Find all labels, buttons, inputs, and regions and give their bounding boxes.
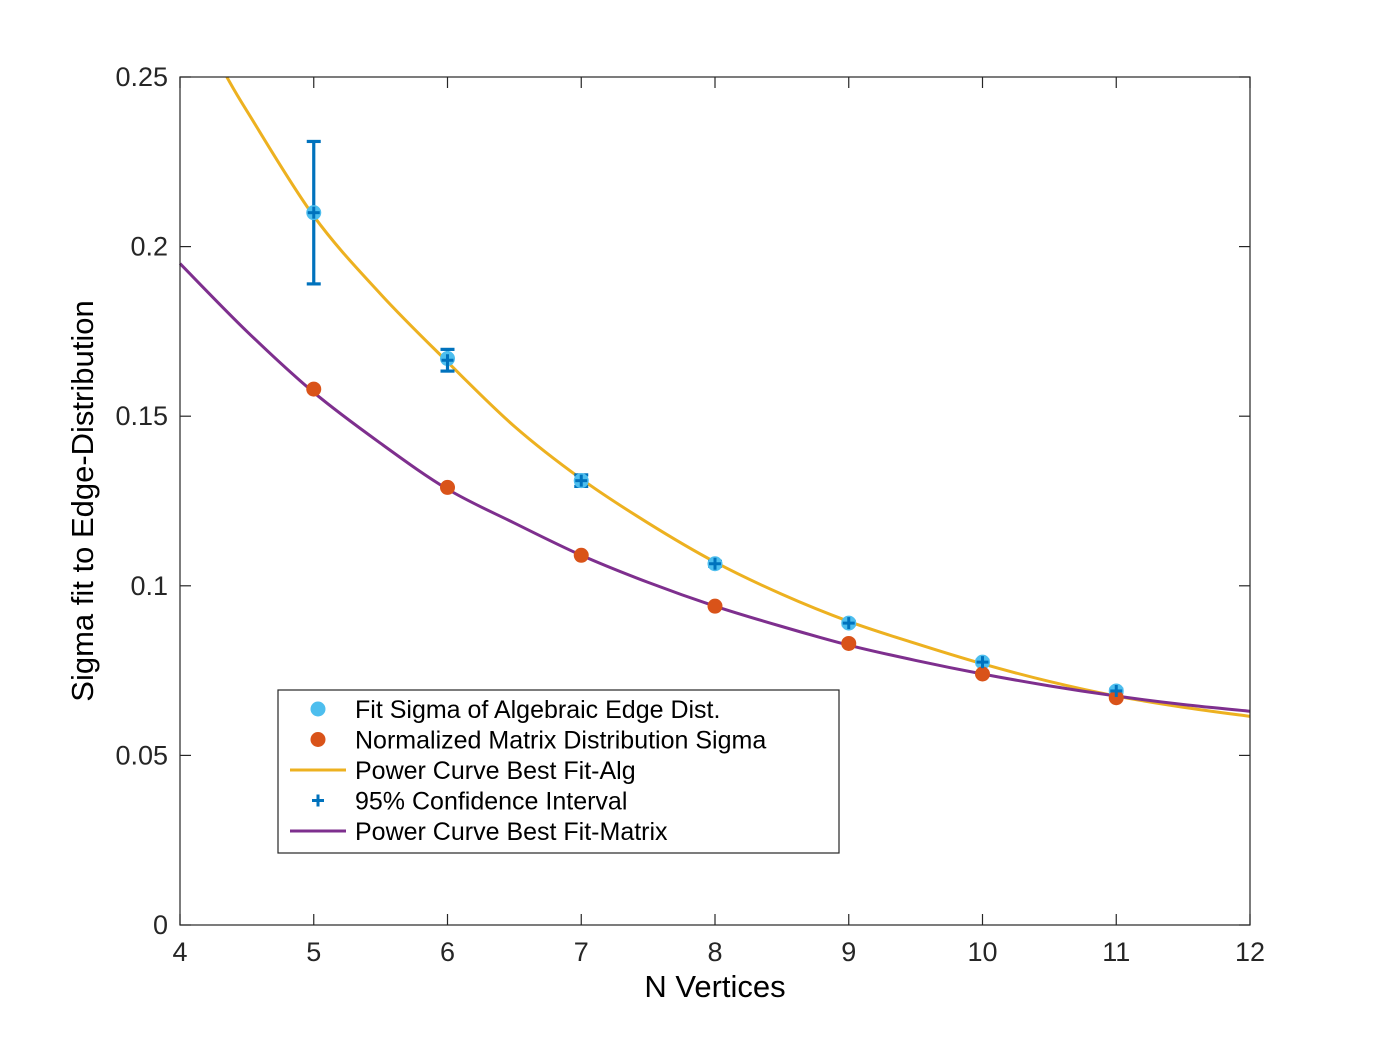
legend-label: Fit Sigma of Algebraic Edge Dist.	[355, 696, 720, 724]
legend: Fit Sigma of Algebraic Edge Dist. Normali…	[277, 689, 840, 854]
x-tick-label: 5	[306, 937, 321, 967]
legend-label: Power Curve Best Fit-Alg	[355, 757, 636, 785]
legend-entry: Power Curve Best Fit-Matrix	[290, 818, 668, 846]
x-tick-label: 7	[574, 937, 589, 967]
ticks-layer: 4 5 6 7 8 9 10 11 12 0 0.05 0.1 0.15 0.2 0.25	[115, 62, 1265, 967]
y-tick-label: 0	[153, 910, 168, 940]
x-axis-label: N Vertices	[644, 969, 785, 1004]
y-tick-label: 0.1	[130, 571, 168, 601]
legend-label: Power Curve Best Fit-Matrix	[355, 818, 668, 846]
series-line-2	[225, 76, 1251, 718]
errorbar-center-marker	[709, 557, 721, 570]
legend-entry: Normalized Matrix Distribution Sigma	[310, 727, 766, 755]
data-point	[1108, 690, 1124, 706]
legend-plus-marker	[312, 794, 324, 807]
markers-layer	[306, 205, 1124, 706]
x-tick-label: 12	[1235, 937, 1265, 967]
x-tick-label: 11	[1102, 937, 1130, 967]
errorbar-center-marker	[441, 354, 454, 367]
errorbar-center-marker	[976, 656, 989, 669]
x-tick-label: 6	[440, 937, 455, 967]
legend-label: 95% Confidence Interval	[355, 788, 627, 816]
y-tick-label: 0.25	[115, 62, 168, 92]
errorbar-center-marker	[842, 617, 855, 630]
legend-marker	[310, 701, 326, 717]
x-tick-label: 4	[172, 937, 187, 967]
y-tick-label: 0.2	[130, 232, 168, 262]
legend-marker	[310, 732, 326, 747]
curves-layer	[178, 76, 1251, 718]
y-tick-label: 0.15	[115, 401, 168, 431]
data-point	[975, 666, 990, 682]
errorbar-center-marker	[575, 474, 588, 487]
legend-label: Normalized Matrix Distribution Sigma	[355, 727, 766, 755]
data-point	[841, 635, 857, 651]
legend-entry: Power Curve Best Fit-Alg	[290, 757, 636, 785]
data-point	[440, 479, 455, 495]
data-point	[573, 547, 589, 563]
x-tick-label: 9	[841, 937, 856, 967]
data-point	[306, 381, 322, 397]
legend-entry: 95% Confidence Interval	[312, 788, 627, 816]
errorbar-center-marker	[1110, 684, 1123, 697]
errorbar-center-marker	[307, 206, 320, 219]
series-line-4	[178, 262, 1251, 713]
legend-box	[277, 689, 840, 854]
legend-entry: Fit Sigma of Algebraic Edge Dist.	[310, 696, 720, 724]
data-point	[707, 598, 723, 614]
y-axis-label: Sigma fit to Edge-Distribution	[65, 300, 100, 701]
x-tick-label: 8	[707, 937, 722, 967]
y-tick-label: 0.05	[115, 740, 168, 770]
x-tick-label: 10	[967, 937, 997, 967]
